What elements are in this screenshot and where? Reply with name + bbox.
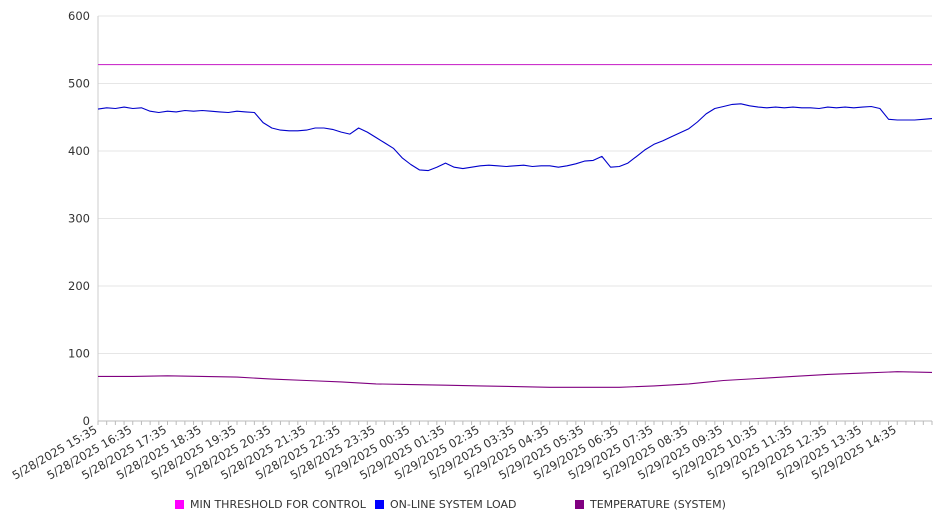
y-tick-label: 400 <box>68 144 90 158</box>
legend-item-temperature[interactable]: TEMPERATURE (SYSTEM) <box>575 498 726 511</box>
legend-label-system-load: ON-LINE SYSTEM LOAD <box>390 498 517 511</box>
series-line-2 <box>97 103 933 172</box>
y-tick-label: 0 <box>83 414 90 428</box>
legend-swatch-system-load <box>375 500 384 509</box>
series-line-3 <box>98 371 933 388</box>
y-tick-label: 100 <box>68 347 90 361</box>
legend-item-min-threshold[interactable]: MIN THRESHOLD FOR CONTROL <box>175 498 366 511</box>
grid <box>98 15 932 354</box>
y-tick-labels: 0 100 200 300 400 500 600 <box>68 9 90 428</box>
legend-label-temperature: TEMPERATURE (SYSTEM) <box>590 498 726 511</box>
legend-item-system-load[interactable]: ON-LINE SYSTEM LOAD <box>375 498 516 511</box>
x-tick-labels: 5/28/2025 15:355/28/2025 16:355/28/2025 … <box>10 422 899 482</box>
axes <box>97 16 933 425</box>
y-tick-label: 500 <box>68 77 90 91</box>
series-group <box>97 64 933 388</box>
y-tick-label: 600 <box>68 9 90 23</box>
legend: MIN THRESHOLD FOR CONTROL ON-LINE SYSTEM… <box>0 498 946 514</box>
legend-label-min-threshold: MIN THRESHOLD FOR CONTROL <box>190 498 366 511</box>
y-tick-label: 200 <box>68 279 90 293</box>
legend-swatch-min-threshold <box>175 500 184 509</box>
y-tick-label: 300 <box>68 212 90 226</box>
legend-swatch-temperature <box>575 500 584 509</box>
